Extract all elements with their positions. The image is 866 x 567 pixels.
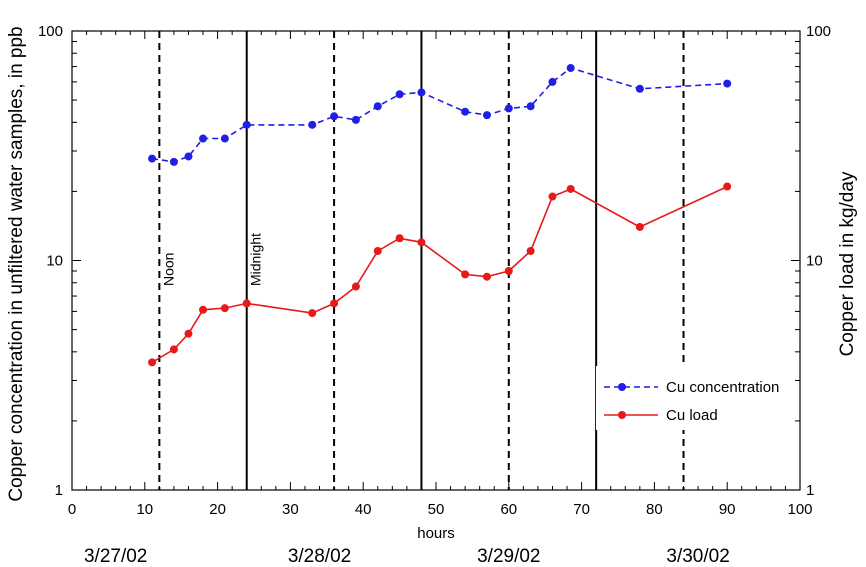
data-point-cu-concentration bbox=[566, 63, 575, 72]
y-tick-label-right: 10 bbox=[806, 253, 823, 270]
data-point-cu-load bbox=[220, 304, 229, 313]
data-point-cu-concentration bbox=[395, 90, 404, 99]
data-point-cu-load bbox=[461, 270, 470, 279]
x-tick-label: 100 bbox=[787, 501, 812, 518]
data-point-cu-load bbox=[566, 184, 575, 193]
y-tick-label-left: 1 bbox=[55, 482, 63, 499]
data-point-cu-load bbox=[351, 282, 360, 291]
data-point-cu-concentration bbox=[351, 115, 360, 124]
data-point-cu-concentration bbox=[199, 134, 208, 143]
y-tick-label-right: 100 bbox=[806, 23, 831, 40]
data-point-cu-load bbox=[395, 234, 404, 243]
x-tick-label: 60 bbox=[500, 501, 517, 518]
data-point-cu-load bbox=[308, 309, 317, 318]
data-point-cu-load bbox=[526, 247, 535, 256]
data-point-cu-concentration bbox=[548, 77, 557, 86]
data-point-cu-concentration bbox=[373, 102, 382, 111]
y-axis-title-left: Copper concentration in unfiltered water… bbox=[6, 26, 27, 501]
axis-ticks bbox=[71, 30, 801, 491]
data-point-cu-concentration bbox=[169, 157, 178, 166]
series-line-cu-load bbox=[151, 185, 728, 363]
data-point-cu-concentration bbox=[417, 88, 426, 97]
legend-marker-cu-load bbox=[618, 411, 626, 419]
date-label: 3/29/02 bbox=[477, 546, 540, 567]
data-point-cu-load bbox=[723, 182, 732, 191]
x-tick-label: 90 bbox=[719, 501, 736, 518]
data-point-cu-load bbox=[330, 299, 339, 308]
y-tick-label-right: 1 bbox=[806, 482, 814, 499]
x-axis-title: hours bbox=[417, 525, 455, 542]
data-point-cu-load bbox=[169, 345, 178, 354]
x-tick-label: 0 bbox=[68, 501, 76, 518]
data-point-cu-concentration bbox=[184, 152, 193, 161]
data-point-cu-load bbox=[548, 192, 557, 201]
y-axis-title-right: Copper load in kg/day bbox=[837, 171, 858, 356]
x-tick-label: 70 bbox=[573, 501, 590, 518]
x-tick-label: 80 bbox=[646, 501, 663, 518]
x-tick-label: 20 bbox=[209, 501, 226, 518]
series-line-cu-concentration bbox=[151, 67, 728, 163]
date-label: 3/27/02 bbox=[84, 546, 147, 567]
data-point-cu-concentration bbox=[330, 112, 339, 121]
data-point-cu-concentration bbox=[504, 104, 513, 113]
data-point-cu-concentration bbox=[461, 107, 470, 116]
x-tick-label: 10 bbox=[136, 501, 153, 518]
reference-line-label-noon: Noon bbox=[160, 253, 176, 286]
data-point-cu-load bbox=[148, 358, 157, 367]
x-tick-label: 40 bbox=[355, 501, 372, 518]
legend-marker-cu-concentration bbox=[618, 383, 626, 391]
data-point-cu-concentration bbox=[482, 111, 491, 120]
axis-labels: 0 10 20 30 40 50 60 70 80 90 100110100110100hoursC… bbox=[6, 23, 858, 567]
date-label: 3/30/02 bbox=[666, 546, 729, 567]
data-point-cu-load bbox=[635, 222, 644, 231]
data-point-cu-concentration bbox=[526, 102, 535, 111]
reference-lines: Noon Midnight bbox=[158, 31, 685, 490]
date-label: 3/28/02 bbox=[288, 546, 351, 567]
data-point-cu-load bbox=[417, 238, 426, 247]
data-point-cu-concentration bbox=[148, 154, 157, 163]
x-tick-label: 30 bbox=[282, 501, 299, 518]
legend-box bbox=[596, 366, 792, 430]
data-point-cu-load bbox=[504, 267, 513, 276]
data-point-cu-concentration bbox=[242, 120, 251, 129]
data-point-cu-concentration bbox=[308, 120, 317, 129]
data-point-cu-concentration bbox=[723, 79, 732, 88]
data-point-cu-concentration bbox=[635, 84, 644, 93]
legend-label-cu-load: Cu load bbox=[666, 407, 718, 424]
data-point-cu-load bbox=[482, 272, 491, 281]
reference-line-label-midnight: Midnight bbox=[248, 233, 264, 286]
data-point-cu-load bbox=[242, 299, 251, 308]
x-tick-label: 50 bbox=[428, 501, 445, 518]
data-point-cu-load bbox=[199, 305, 208, 314]
data-point-cu-concentration bbox=[220, 134, 229, 143]
y-tick-label-left: 10 bbox=[46, 253, 63, 270]
legend: Cu concentration Cu load bbox=[596, 366, 792, 430]
data-point-cu-load bbox=[184, 329, 193, 338]
series-layer bbox=[148, 63, 732, 367]
data-point-cu-load bbox=[373, 247, 382, 256]
legend-label-cu-concentration: Cu concentration bbox=[666, 379, 779, 396]
y-tick-label-left: 100 bbox=[38, 23, 63, 40]
